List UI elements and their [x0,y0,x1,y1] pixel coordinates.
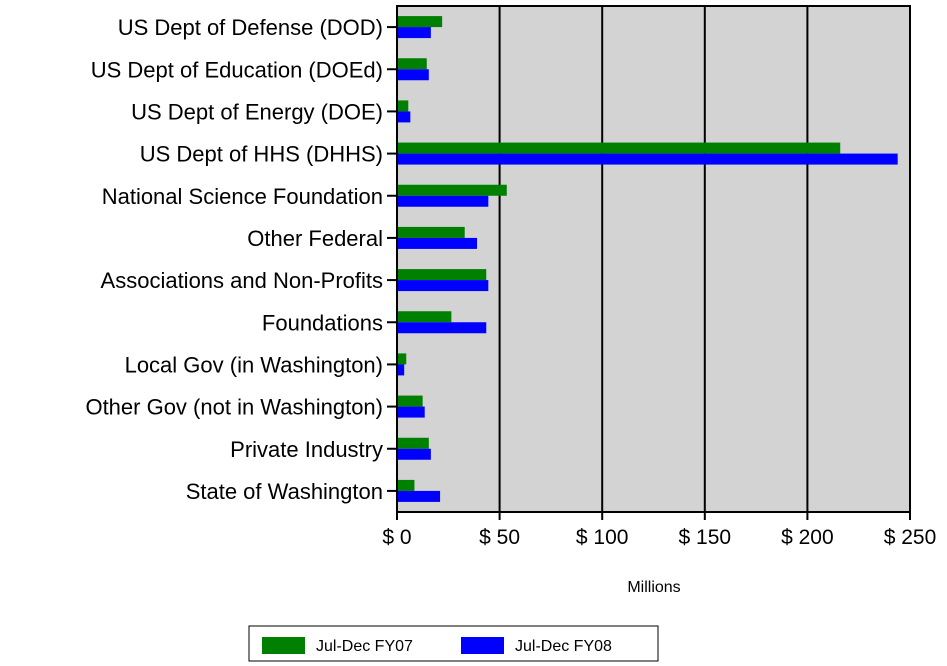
x-tick-label-1: $ 50 [479,526,520,549]
bar-fy07-7 [397,311,452,323]
bar-fy08-8 [397,364,405,376]
legend-box [248,625,659,662]
category-labels: US Dept of Defense (DOD) US Dept of Educa… [85,15,383,504]
bar-fy07-1 [397,58,427,70]
category-label-1: US Dept of Education (DOEd) [91,57,383,82]
category-label-4: National Science Foundation [102,184,383,209]
bars-group [397,16,898,502]
bar-fy07-9 [397,395,423,407]
x-tick-label-3: $ 150 [679,526,732,549]
legend-swatch-fy08 [461,637,504,654]
bar-fy08-6 [397,280,489,292]
bar-fy07-4 [397,184,507,196]
category-label-6: Associations and Non-Profits [101,268,383,293]
bar-fy08-1 [397,69,429,81]
bar-fy08-0 [397,27,431,39]
category-label-10: Private Industry [230,437,383,462]
bar-fy08-10 [397,448,431,460]
bar-fy08-9 [397,406,425,418]
x-tick-label-4: $ 200 [781,526,834,549]
bar-fy07-10 [397,437,429,449]
category-label-0: US Dept of Defense (DOD) [118,15,383,40]
legend-label-fy08: Jul-Dec FY08 [515,638,612,655]
bar-fy08-11 [397,490,441,502]
bar-fy08-3 [397,153,898,165]
bar-fy08-4 [397,195,489,207]
bar-fy07-5 [397,226,465,238]
bar-fy07-11 [397,479,415,491]
category-label-5: Other Federal [247,226,383,251]
x-axis-title: Millions [627,579,680,596]
x-tick-labels: $ 0 $ 50 $ 100 $ 150 $ 200 $ 250 [382,526,936,549]
bar-fy08-7 [397,322,487,334]
category-label-7: Foundations [262,310,383,335]
x-tick-label-2: $ 100 [576,526,629,549]
bar-fy07-6 [397,269,487,281]
axes [387,5,911,520]
bar-fy07-8 [397,353,407,365]
plot-area [397,6,910,512]
bar-fy07-2 [397,100,409,112]
x-tick-label-0: $ 0 [382,526,411,549]
bar-fy08-5 [397,237,478,249]
category-label-2: US Dept of Energy (DOE) [131,99,383,124]
bar-fy07-3 [397,142,841,154]
x-tick-label-5: $ 250 [884,526,937,549]
legend-swatch-fy07 [262,637,305,654]
category-label-3: US Dept of HHS (DHHS) [140,142,383,167]
legend-label-fy07: Jul-Dec FY07 [316,638,413,655]
category-label-8: Local Gov (in Washington) [125,352,383,377]
category-label-9: Other Gov (not in Washington) [85,395,383,420]
legend: Jul-Dec FY07 Jul-Dec FY08 [248,625,659,662]
bar-fy08-2 [397,111,411,123]
category-label-11: State of Washington [186,479,383,504]
plot-frame [396,5,911,513]
bar-fy07-0 [397,16,443,28]
